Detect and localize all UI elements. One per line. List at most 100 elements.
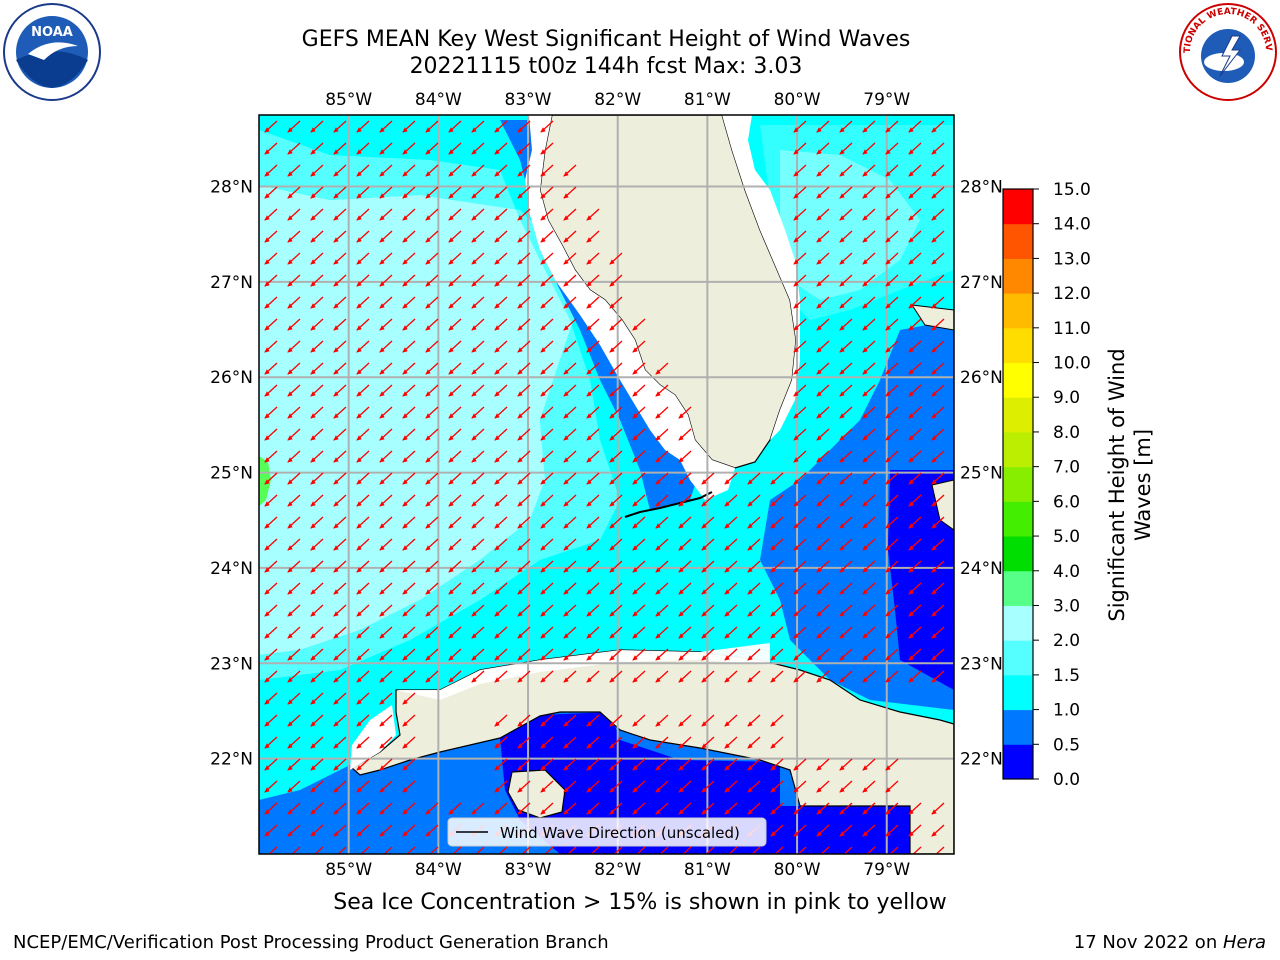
lat-tick-label: 26°N (210, 368, 253, 388)
wave-arrow-head (494, 347, 500, 353)
wave-arrow (494, 274, 508, 287)
wave-arrow (448, 670, 462, 683)
wave-arrow-head (540, 303, 546, 309)
wave-arrow-head (356, 809, 362, 815)
wave-arrow-head (793, 215, 799, 221)
wave-arrow-head (310, 325, 316, 331)
wave-arrow-head (287, 699, 293, 705)
wave-arrow-head (931, 215, 937, 221)
wave-arrow-head (287, 523, 293, 529)
wave-arrow (517, 516, 531, 529)
wave-arrow (471, 494, 485, 507)
wave-arrow-head (540, 809, 546, 815)
wave-arrow (816, 494, 830, 507)
wave-arrow-head (908, 237, 914, 243)
wave-arrow (816, 406, 830, 419)
wave-arrow-head (448, 193, 454, 199)
wave-arrow-head (517, 435, 523, 441)
wave-field-3m-patch (259, 456, 271, 506)
wave-arrow-head (862, 457, 868, 463)
wave-arrow-head (793, 391, 799, 397)
wave-arrow (885, 428, 899, 441)
wave-arrow-shaft (544, 846, 554, 854)
wave-arrow (609, 736, 623, 749)
wave-arrow (471, 604, 485, 617)
wave-arrow-head (287, 831, 293, 837)
wave-arrow-head (402, 413, 408, 419)
wave-arrow-head (632, 545, 638, 551)
wave-arrow-head (839, 589, 845, 595)
wave-arrow-head (287, 809, 293, 815)
wave-arrow-head (310, 237, 316, 243)
wave-arrow (540, 186, 554, 199)
wave-arrow-head (701, 787, 707, 793)
wave-arrow (586, 296, 600, 309)
wave-arrow (655, 736, 669, 749)
colorbar-segment (1003, 674, 1033, 711)
wave-arrow-head (471, 171, 477, 177)
wave-arrow-head (356, 347, 362, 353)
wave-arrow (425, 802, 439, 815)
wave-arrow (609, 428, 623, 441)
wave-arrow-head (494, 479, 500, 485)
wave-arrow-head (586, 611, 592, 617)
wave-arrow-head (494, 589, 500, 595)
wave-arrow-head (701, 611, 707, 617)
wave-arrow (793, 362, 807, 375)
wave-arrow (839, 362, 853, 375)
wave-arrow-shaft (797, 846, 807, 854)
wave-arrow-head (402, 171, 408, 177)
wave-arrow (448, 406, 462, 419)
wave-arrow-head (839, 633, 845, 639)
wave-arrow-head (862, 611, 868, 617)
wave-arrow-head (563, 413, 569, 419)
wave-arrow-head (816, 501, 822, 507)
wave-arrow (563, 296, 577, 309)
wave-arrow-head (678, 655, 684, 661)
wave-arrow-head (333, 699, 339, 705)
wave-arrow-head (402, 633, 408, 639)
wave-arrow (517, 780, 531, 793)
wave-arrow (310, 780, 324, 793)
wave-arrow (310, 186, 324, 199)
wave-arrow-head (540, 523, 546, 529)
wave-arrow (264, 516, 278, 529)
wave-arrow-head (931, 523, 937, 529)
wave-arrow (356, 252, 370, 265)
wave-arrow-head (494, 765, 500, 771)
wave-arrow-head (264, 523, 270, 529)
wave-arrow-head (816, 831, 822, 837)
wave-arrow-head (402, 743, 408, 749)
wave-arrow (586, 736, 600, 749)
wave-arrow-head (333, 281, 339, 287)
wave-arrow (379, 208, 393, 221)
wave-arrow-head (770, 567, 776, 573)
wave-arrow-head (402, 369, 408, 375)
wave-arrow-head (540, 765, 546, 771)
wave-arrow-head (862, 369, 868, 375)
wave-arrow-head (379, 699, 385, 705)
wave-arrow (333, 406, 347, 419)
wave-arrow (356, 604, 370, 617)
lon-tick-label: 82°W (594, 90, 641, 110)
wave-arrow-head (563, 611, 569, 617)
lat-tick-label: 28°N (210, 178, 253, 198)
wave-arrow-head (563, 457, 569, 463)
wave-arrow-head (264, 655, 270, 661)
wave-arrow-shaft (820, 846, 830, 854)
wave-arrow (310, 164, 324, 177)
wave-field-1-5m (259, 130, 620, 680)
wave-arrow-head (885, 501, 891, 507)
wave-arrow-head (287, 743, 293, 749)
footer-credit: NCEP/EMC/Verification Post Processing Pr… (13, 932, 609, 953)
wave-arrow-head (333, 237, 339, 243)
wave-arrow-head (402, 259, 408, 265)
wave-arrow-head (908, 215, 914, 221)
wave-arrow (839, 538, 853, 551)
wave-arrow-head (494, 809, 500, 815)
wave-arrow (609, 538, 623, 551)
wave-arrow-head (839, 677, 845, 683)
wave-arrow (908, 626, 922, 639)
wave-arrow-head (678, 545, 684, 551)
wave-arrow (586, 670, 600, 683)
